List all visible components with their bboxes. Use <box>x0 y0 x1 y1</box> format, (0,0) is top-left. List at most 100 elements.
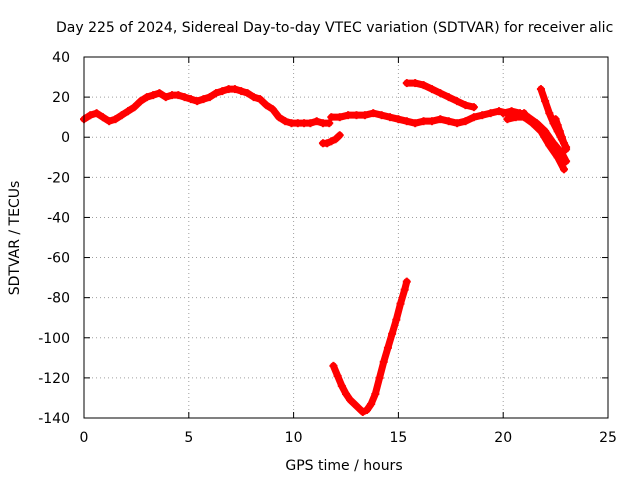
chart-title: Day 225 of 2024, Sidereal Day-to-day VTE… <box>56 20 613 36</box>
data-point <box>402 117 411 126</box>
data-point <box>367 399 376 408</box>
data-point <box>411 119 420 128</box>
data-point <box>369 109 378 118</box>
y-tick-label: -120 <box>38 371 70 387</box>
data-point <box>333 371 342 380</box>
x-tick-label: 25 <box>599 430 617 446</box>
x-axis-label: GPS time / hours <box>285 458 402 474</box>
data-point <box>281 117 290 126</box>
plot-frame <box>83 56 609 419</box>
data-point <box>327 137 336 146</box>
y-tick-label: -100 <box>38 331 70 347</box>
data-point <box>444 117 453 126</box>
data-point <box>461 101 470 110</box>
data-point <box>528 119 537 128</box>
data-point <box>92 109 101 118</box>
data-point <box>371 389 380 398</box>
data-point <box>436 89 445 98</box>
data-point <box>551 115 560 124</box>
data-point <box>327 113 336 122</box>
data-point <box>344 111 353 120</box>
x-tick-label: 20 <box>494 430 512 446</box>
data-point <box>218 87 227 96</box>
data-point <box>117 111 126 120</box>
data-point <box>545 109 554 118</box>
data-point <box>352 111 361 120</box>
y-axis-label: SDTVAR / TECUs <box>7 181 23 296</box>
data-point <box>536 127 545 136</box>
data-point <box>161 93 170 102</box>
y-tick-label: 0 <box>61 130 70 146</box>
data-point <box>453 97 462 106</box>
data-point <box>377 111 386 120</box>
data-point <box>323 139 332 148</box>
data-point <box>461 117 470 126</box>
data-point <box>230 85 239 94</box>
series-trace <box>80 85 333 127</box>
data-point <box>199 95 208 104</box>
data-point <box>520 113 529 122</box>
data-point <box>312 117 321 126</box>
data-point <box>507 107 516 116</box>
data-point <box>419 117 428 126</box>
data-point <box>237 87 246 96</box>
data-point <box>499 109 508 118</box>
data-point <box>149 91 158 100</box>
data-point <box>350 399 359 408</box>
data-point <box>503 115 512 124</box>
data-point <box>553 121 562 130</box>
data-point <box>553 153 562 162</box>
data-point <box>111 115 120 124</box>
data-point <box>536 85 545 94</box>
data-point <box>256 95 265 104</box>
data-point <box>478 111 487 120</box>
data-point <box>469 103 478 112</box>
data-point <box>545 141 554 150</box>
data-point <box>469 113 478 122</box>
y-tick-label: -60 <box>47 251 70 267</box>
y-tick-label: -40 <box>47 210 70 226</box>
series-trace <box>329 278 411 416</box>
data-point <box>453 119 462 128</box>
data-point <box>396 299 405 308</box>
y-tick-label: -140 <box>38 411 70 427</box>
data-point <box>486 109 495 118</box>
data-point <box>427 85 436 94</box>
x-tick-label: 0 <box>80 430 89 446</box>
data-point <box>386 113 395 122</box>
data-point <box>358 407 367 416</box>
x-tick-label: 10 <box>285 430 303 446</box>
data-point <box>142 93 151 102</box>
data-point <box>559 165 568 174</box>
data-point <box>155 89 164 98</box>
data-point <box>180 93 189 102</box>
data-point <box>86 111 95 120</box>
data-point <box>136 97 145 106</box>
data-point <box>427 117 436 126</box>
data-point <box>557 149 566 158</box>
data-point <box>193 97 202 106</box>
data-point <box>331 135 340 144</box>
data-point <box>388 329 397 338</box>
data-marks <box>80 79 571 416</box>
data-point <box>325 119 334 128</box>
data-point <box>444 93 453 102</box>
y-tick-label: 20 <box>52 90 70 106</box>
data-point <box>130 103 139 112</box>
y-tick-label: -80 <box>47 291 70 307</box>
data-point <box>186 95 195 104</box>
data-point <box>375 373 384 382</box>
data-point <box>559 139 568 148</box>
data-point <box>402 79 411 88</box>
x-tick-label: 15 <box>389 430 407 446</box>
data-point <box>411 79 420 88</box>
x-tick-label: 5 <box>184 430 193 446</box>
data-point <box>249 93 258 102</box>
data-point <box>402 277 411 286</box>
data-point <box>174 91 183 100</box>
data-point <box>555 127 564 136</box>
data-point <box>268 105 277 114</box>
data-point <box>335 113 344 122</box>
axis-ticks: 0 5 10 15 20 25 -140 -120 -100 -80 -60 -40 -20 0 20 40 <box>38 50 617 446</box>
